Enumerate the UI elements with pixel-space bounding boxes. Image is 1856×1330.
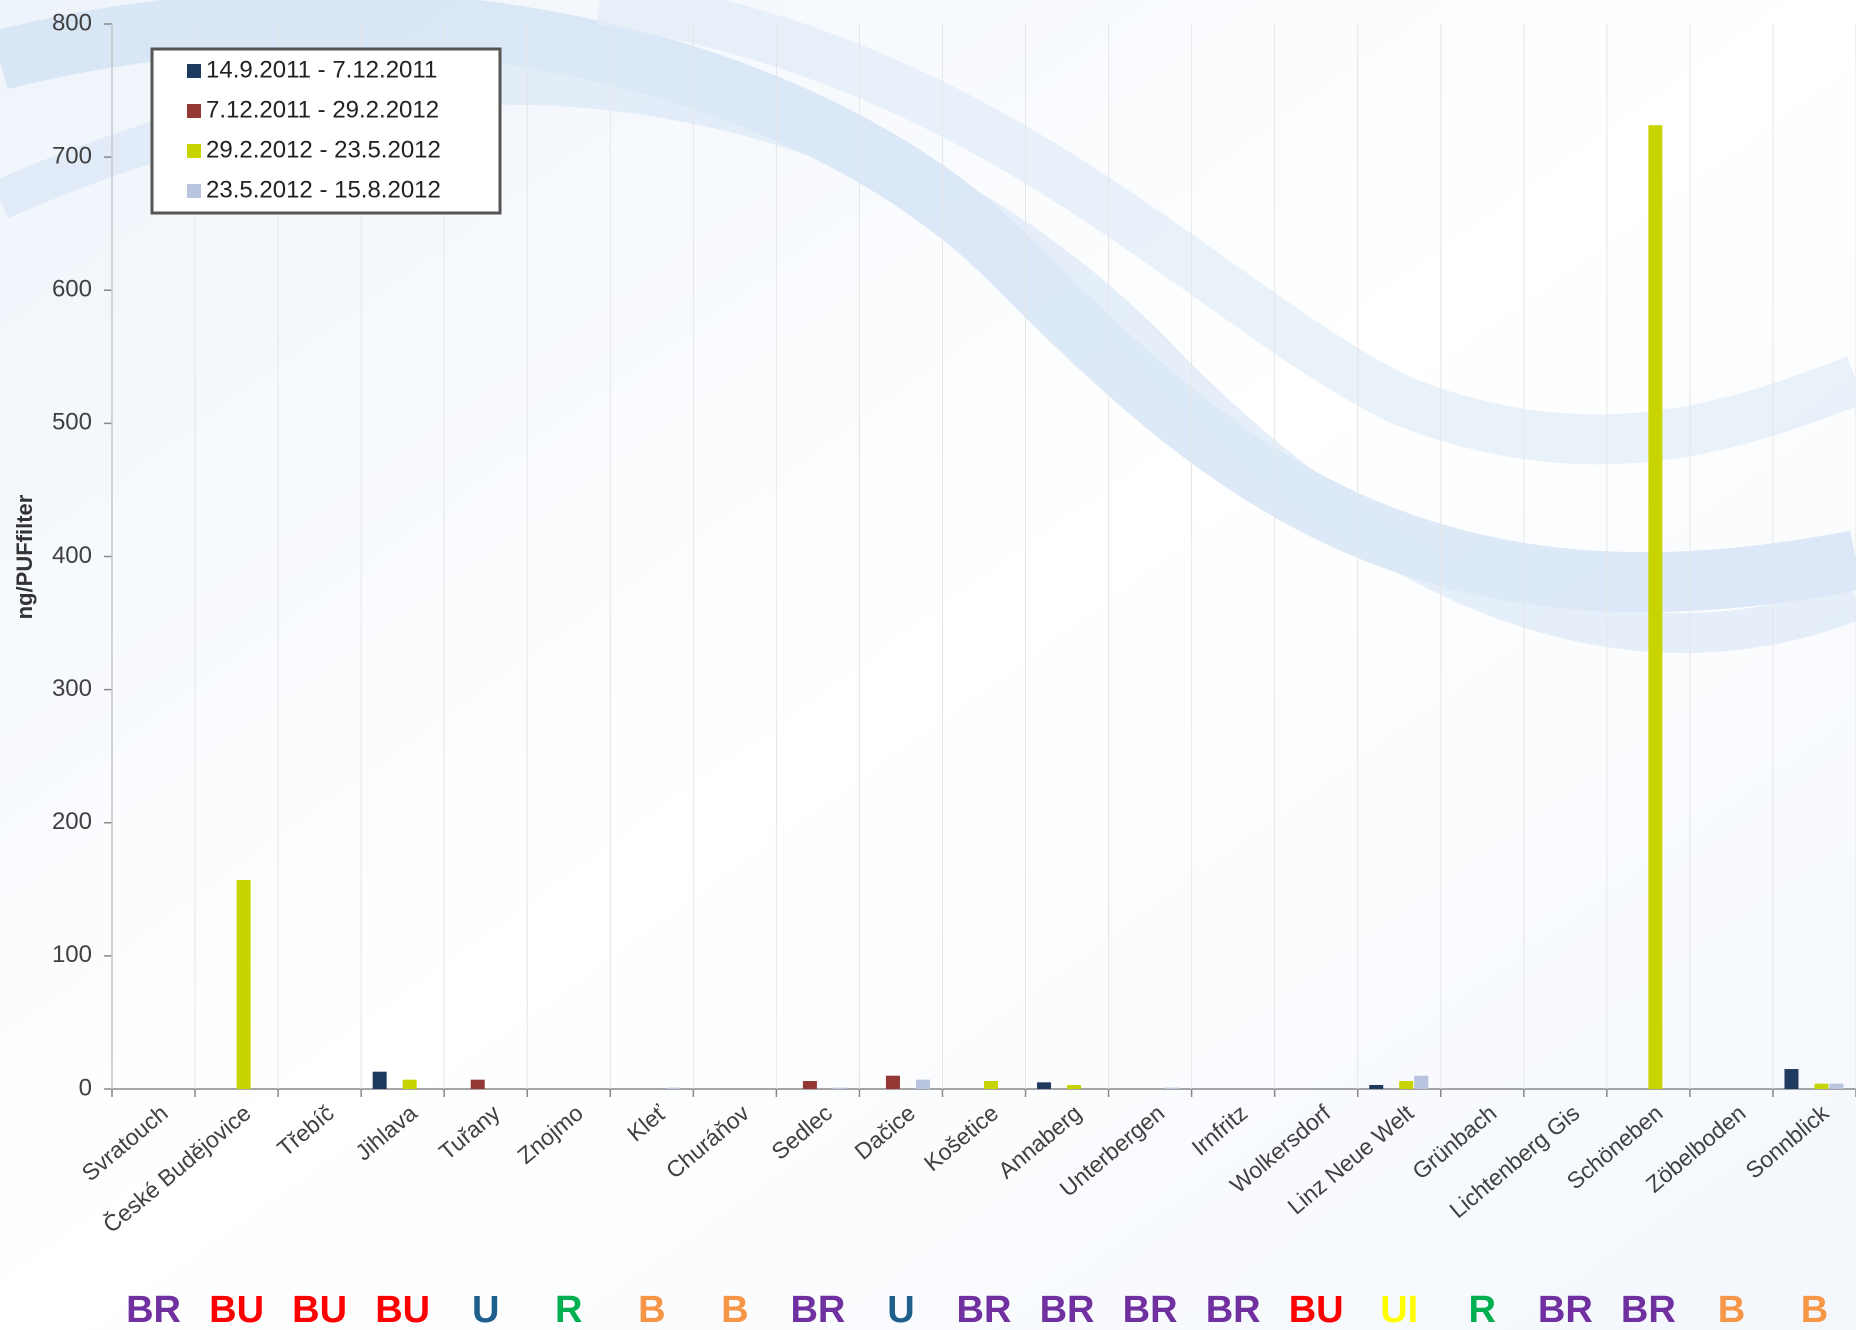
site-type-label: BR: [1538, 1289, 1593, 1330]
site-type-label: BR: [1206, 1289, 1261, 1330]
bar: [802, 1081, 817, 1089]
bar: [832, 1087, 847, 1089]
site-type-label: B: [638, 1289, 665, 1330]
legend-swatch: [187, 144, 201, 158]
bar: [1814, 1083, 1829, 1089]
bar: [1165, 1087, 1180, 1089]
bar: [915, 1079, 930, 1089]
bar: [885, 1075, 900, 1089]
legend-box: [150, 47, 502, 215]
legend-label: 29.2.2012 - 23.5.2012: [206, 136, 441, 163]
bar: [1067, 1085, 1082, 1089]
site-type-label: BR: [957, 1289, 1012, 1330]
legend-swatch: [187, 184, 201, 198]
legend-label: 7.12.2011 - 29.2.2012: [206, 96, 439, 123]
site-type-label: UI: [1380, 1289, 1418, 1330]
decor-wave: [596, 0, 1856, 465]
y-tick-label: 300: [52, 675, 92, 702]
y-axis-title: ng/PUFfilter: [12, 494, 37, 619]
legend-swatch: [187, 64, 201, 78]
y-tick-label: 400: [52, 542, 92, 569]
bar: [1829, 1083, 1844, 1089]
bar: [666, 1087, 681, 1089]
site-type-label: U: [472, 1289, 499, 1330]
y-tick-label: 600: [52, 276, 92, 303]
site-type-label: U: [887, 1289, 914, 1330]
y-tick-label: 500: [52, 409, 92, 436]
site-type-label: R: [1469, 1289, 1496, 1330]
bar: [1414, 1075, 1429, 1089]
legend-label: 14.9.2011 - 7.12.2011: [206, 56, 437, 83]
bar: [402, 1079, 417, 1089]
legend-label: 23.5.2012 - 15.8.2012: [206, 176, 441, 203]
site-type-label: BU: [209, 1289, 264, 1330]
site-type-label: R: [555, 1289, 582, 1330]
site-type-label: B: [721, 1289, 748, 1330]
bar: [984, 1081, 998, 1089]
y-tick-label: 800: [52, 9, 92, 36]
bar: [1784, 1069, 1799, 1089]
y-tick-label: 100: [52, 941, 92, 968]
bar: [236, 879, 251, 1089]
bar: [1399, 1081, 1414, 1089]
bar: [1037, 1082, 1052, 1089]
site-type-label: B: [1801, 1289, 1828, 1330]
site-type-label: BR: [126, 1289, 181, 1330]
bar: [1648, 125, 1663, 1090]
site-type-label: B: [1718, 1289, 1745, 1330]
site-type-label: BU: [375, 1289, 430, 1330]
site-type-label: BU: [292, 1289, 347, 1330]
site-type-label: BR: [1123, 1289, 1178, 1330]
bar: [470, 1079, 485, 1089]
y-tick-label: 200: [52, 808, 92, 835]
bar: [372, 1071, 387, 1089]
site-type-label: BR: [790, 1289, 845, 1330]
site-type-label: BU: [1289, 1289, 1344, 1330]
y-tick-label: 0: [79, 1074, 92, 1101]
bar: [1369, 1085, 1384, 1089]
site-type-label: BR: [1040, 1289, 1095, 1330]
legend-swatch: [187, 104, 201, 118]
site-type-label: BR: [1621, 1289, 1676, 1330]
y-tick-label: 700: [52, 142, 92, 169]
